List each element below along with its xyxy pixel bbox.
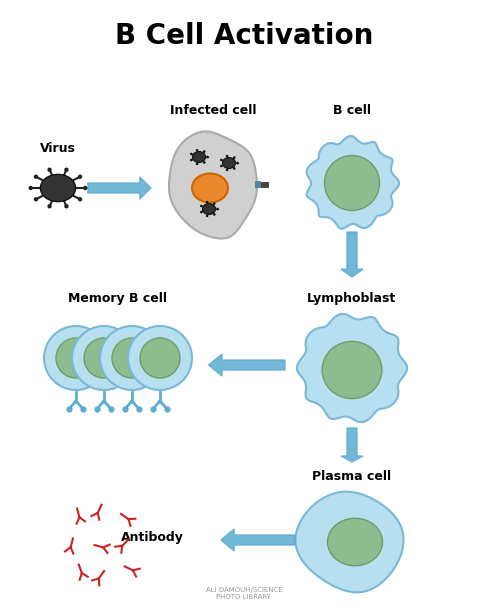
Circle shape [203,161,205,164]
Ellipse shape [325,155,380,211]
Text: B cell: B cell [333,103,371,116]
Circle shape [220,159,223,162]
Text: Lymphoblast: Lymphoblast [307,291,397,305]
Polygon shape [169,132,257,239]
FancyArrow shape [341,232,363,277]
Ellipse shape [322,341,382,398]
Ellipse shape [112,338,152,378]
Ellipse shape [56,338,96,378]
Circle shape [226,155,228,157]
Polygon shape [306,136,399,229]
Ellipse shape [140,338,180,378]
Ellipse shape [128,326,192,390]
Circle shape [196,149,199,152]
Circle shape [213,202,216,205]
Circle shape [78,174,82,179]
Ellipse shape [203,204,216,214]
Bar [261,182,268,187]
Circle shape [220,165,223,167]
Circle shape [47,168,52,172]
Ellipse shape [100,326,164,390]
Circle shape [233,167,236,170]
Ellipse shape [223,157,236,168]
Text: Antibody: Antibody [121,531,183,545]
Circle shape [83,186,87,190]
Circle shape [206,215,208,217]
Circle shape [28,186,33,190]
Text: Infected cell: Infected cell [170,103,256,116]
Circle shape [233,156,236,159]
Text: Virus: Virus [40,141,76,154]
Circle shape [47,204,52,209]
Circle shape [196,163,199,165]
Polygon shape [296,491,404,592]
Circle shape [206,201,208,203]
Circle shape [64,204,69,209]
Circle shape [34,174,38,179]
Ellipse shape [327,518,383,565]
Circle shape [226,168,228,171]
Text: Plasma cell: Plasma cell [312,469,391,482]
Circle shape [78,197,82,201]
Circle shape [216,207,219,211]
Circle shape [34,197,38,201]
Ellipse shape [41,174,76,201]
Ellipse shape [192,173,228,203]
Circle shape [236,162,239,164]
Bar [255,181,261,188]
Circle shape [64,168,69,172]
Text: ALI DAMOUH/SCIENCE
PHOTO LIBRARY: ALI DAMOUH/SCIENCE PHOTO LIBRARY [205,587,283,600]
Circle shape [200,204,203,207]
Circle shape [206,155,209,159]
Text: Memory B cell: Memory B cell [68,291,167,305]
Circle shape [190,152,193,155]
FancyArrow shape [221,529,295,551]
Ellipse shape [72,326,136,390]
Circle shape [213,213,216,216]
Ellipse shape [84,338,124,378]
FancyArrow shape [88,177,151,199]
Ellipse shape [44,326,108,390]
FancyArrow shape [208,354,285,376]
Text: B Cell Activation: B Cell Activation [115,22,373,50]
Circle shape [203,150,205,153]
FancyArrow shape [341,428,363,462]
Circle shape [190,159,193,162]
Circle shape [200,211,203,214]
Ellipse shape [192,152,205,163]
Polygon shape [297,314,407,422]
